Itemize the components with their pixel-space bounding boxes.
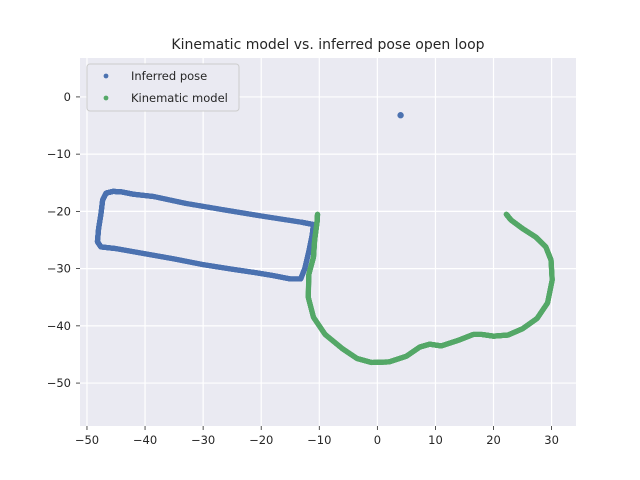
y-tick-label: −20: [47, 204, 71, 218]
point-kinematic-model: [503, 211, 509, 217]
legend-marker-inferred-pose: [103, 73, 109, 79]
legend-label-inferred-pose: Inferred pose: [131, 69, 207, 83]
x-tick-label: −50: [75, 433, 99, 447]
legend-box: [86, 63, 240, 112]
grid: [80, 58, 576, 426]
x-axis-ticks: −50 −40 −30 −20 −10 0 10 20 30: [75, 426, 559, 447]
x-tick-label: 10: [428, 433, 443, 447]
y-tick-label: 0: [64, 90, 71, 104]
y-tick-label: −10: [47, 147, 71, 161]
y-tick-label: −40: [47, 319, 71, 333]
x-tick-label: 30: [544, 433, 559, 447]
y-tick-label: −50: [47, 376, 71, 390]
legend-label-kinematic-model: Kinematic model: [131, 91, 228, 105]
x-tick-label: 0: [374, 433, 381, 447]
x-tick-label: 20: [486, 433, 501, 447]
legend-marker-kinematic-model: [103, 95, 109, 101]
legend: Inferred pose Kinematic model: [86, 63, 240, 112]
series-kinematic-model: [305, 211, 555, 366]
plot-area: [80, 58, 576, 426]
y-tick-label: −30: [47, 262, 71, 276]
x-tick-label: −30: [191, 433, 215, 447]
series-inferred-pose: [94, 112, 404, 282]
x-tick-label: −40: [133, 433, 157, 447]
y-axis-ticks: 0 −10 −20 −30 −40 −50: [47, 90, 80, 390]
chart-title: Kinematic model vs. inferred pose open l…: [171, 37, 484, 53]
x-tick-label: −10: [307, 433, 331, 447]
point-inferred-pose-outlier: [397, 112, 404, 119]
x-tick-label: −20: [249, 433, 273, 447]
series-layer: [94, 112, 555, 366]
